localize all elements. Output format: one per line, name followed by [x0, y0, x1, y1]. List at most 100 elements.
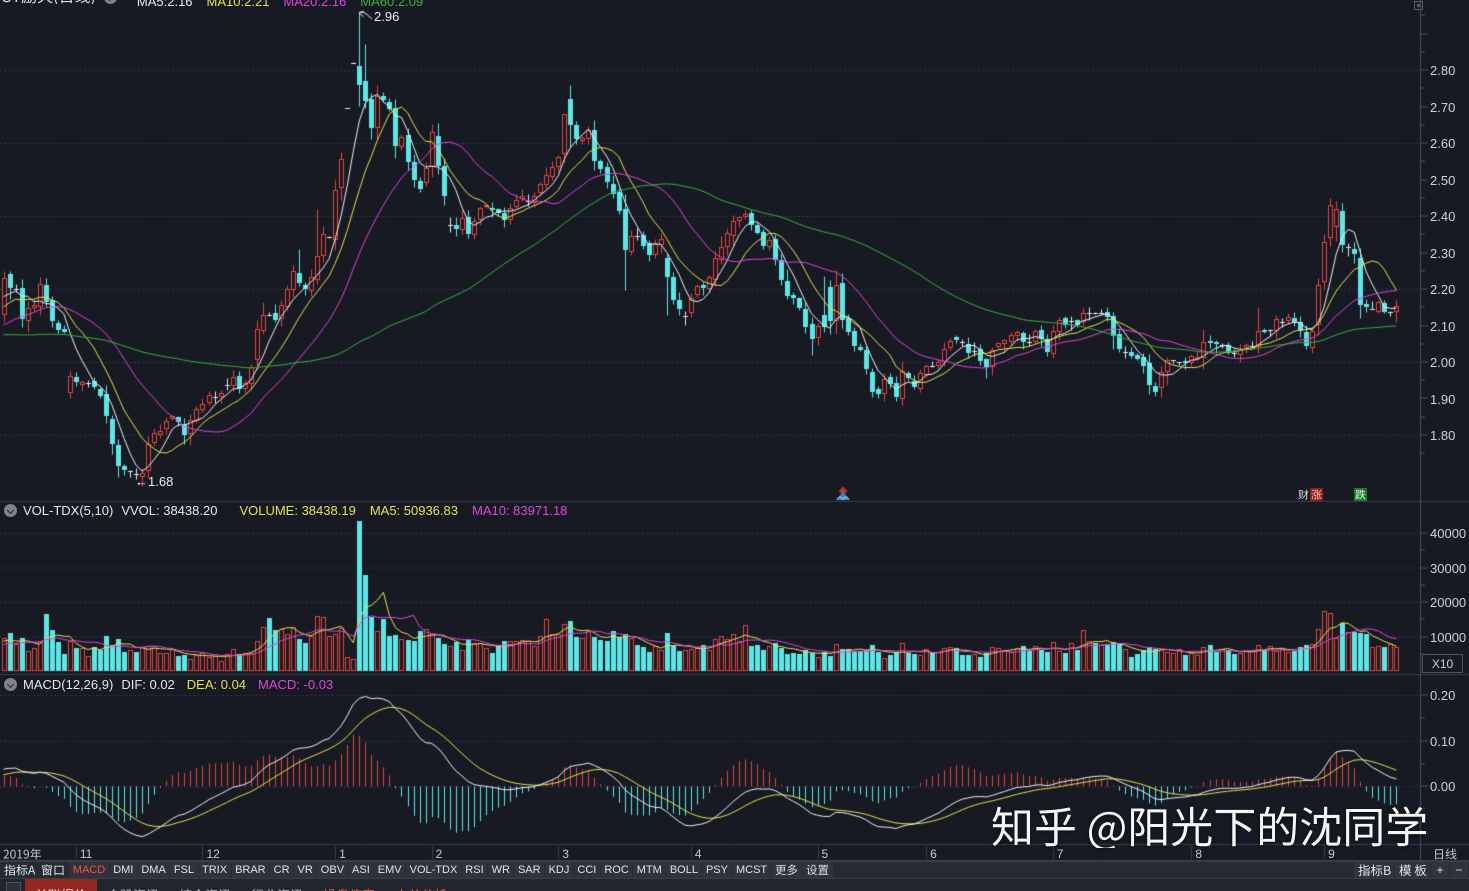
price-axis-label: 2.10 — [1430, 318, 1456, 334]
bottom-tab-3[interactable]: 行业资讯 — [241, 879, 313, 891]
price-axis-label: 2.40 — [1430, 209, 1456, 224]
volume-axis-label: 10000 — [1430, 629, 1467, 645]
volume-ma5-readout: MA5: 50936.83 — [369, 503, 458, 518]
moban-glyph — [1399, 864, 1427, 876]
menu-button-指标B[interactable] — [1354, 862, 1395, 878]
menu-item-sar[interactable]: SAR — [514, 862, 545, 878]
axis-corner-icon[interactable] — [1414, 1, 1423, 10]
volume-axis-label: 30000 — [1430, 560, 1467, 576]
menu-item-vr[interactable]: VR — [294, 862, 317, 878]
menu-item-emv[interactable]: EMV — [374, 862, 406, 878]
peak-price-annotation: 2.96 — [374, 9, 400, 24]
candlestick-chart-canvas — [0, 0, 1469, 861]
price-axis-label: 2.60 — [1430, 136, 1456, 151]
bottom-tab-4[interactable]: 操盘传奇 — [313, 879, 385, 891]
month-label: 5 — [821, 847, 829, 861]
month-label: 1 — [339, 847, 346, 861]
month-label: 3 — [562, 847, 569, 861]
month-label: 12 — [206, 847, 220, 861]
month-label: 2 — [435, 847, 443, 861]
menu-item-wr[interactable]: WR — [488, 862, 514, 878]
ma-readout-0: MA5:2.16 — [136, 0, 193, 9]
menu-item-kdj[interactable]: KDJ — [545, 862, 573, 878]
collapse-main-icon[interactable] — [103, 0, 117, 4]
rise-badge[interactable] — [1310, 488, 1323, 501]
menu-button-collapse[interactable]: − — [1450, 862, 1468, 878]
zhibiaoA-glyph — [4, 864, 36, 876]
dea-readout: DEA: 0.04 — [186, 677, 247, 692]
menu-item-psy[interactable]: PSY — [702, 862, 732, 878]
menu-item-asi[interactable]: ASI — [348, 862, 374, 878]
rixian-glyph — [1435, 848, 1457, 860]
price-axis-label: 2.70 — [1430, 99, 1456, 115]
menu-item-roc[interactable]: ROC — [600, 862, 633, 878]
menu-label-indicator-a[interactable] — [0, 862, 39, 878]
macd-axis-label: 0.10 — [1430, 733, 1456, 749]
fall-badge[interactable] — [1354, 488, 1367, 501]
menu-item-mtm[interactable]: MTM — [633, 862, 666, 878]
price-axis-label: 1.90 — [1430, 391, 1456, 407]
menu-button-模 板[interactable] — [1395, 862, 1430, 878]
menu-item-obv[interactable]: OBV — [317, 862, 348, 878]
menu-item-cr[interactable]: CR — [270, 862, 294, 878]
menu-item-vol-tdx[interactable]: VOL-TDX — [406, 862, 461, 878]
month-label: 4 — [694, 847, 702, 861]
volume-pane-header: VOL-TDX(5,10) VVOL: 38438.20 VOLUME: 384… — [4, 503, 567, 518]
ma-readouts: MA5:2.16 MA10:2.21 MA20:2.16 MA60:2.09 — [123, 0, 423, 9]
menu-item-mcst[interactable]: MCST — [732, 862, 771, 878]
volume-ma10-readout: MA10: 83971.18 — [472, 503, 568, 518]
menu-item-dma[interactable]: DMA — [137, 862, 170, 878]
price-axis-label: 1.80 — [1430, 428, 1456, 443]
dif-readout: DIF: 0.02 — [121, 677, 175, 692]
month-label: 11 — [79, 847, 93, 861]
month-label: 8 — [1195, 847, 1203, 861]
stock-title — [2, 0, 96, 9]
price-axis-label: 2.50 — [1430, 172, 1456, 188]
menu-item-trix[interactable]: TRIX — [198, 862, 231, 878]
menu-item-fsl[interactable]: FSL — [170, 862, 198, 878]
bottom-tabs: 关联报价个股资讯综合资讯行业资讯操盘传奇大单分析 — [25, 879, 457, 891]
volume-unit-label: X10 — [1422, 654, 1463, 673]
nian2019-glyph — [3, 848, 42, 860]
collapse-macd-icon[interactable] — [4, 678, 17, 691]
volume-indicator-name: VOL-TDX(5,10) — [23, 503, 114, 518]
menu-item-rsi[interactable]: RSI — [461, 862, 488, 878]
volume-axis-label: 40000 — [1430, 526, 1467, 541]
menu-right-buttons: + − — [1354, 862, 1469, 878]
low-price-annotation: ←1.68 — [135, 474, 174, 489]
price-axis-label: 2.30 — [1430, 245, 1456, 261]
collapse-volume-icon[interactable] — [4, 504, 17, 517]
macd-pane-header: MACD(12,26,9) DIF: 0.02 DEA: 0.04 MACD: … — [4, 677, 333, 692]
macd-axis-label: 0.20 — [1430, 688, 1456, 703]
menu-item-dmi[interactable]: DMI — [109, 862, 137, 878]
menu-item-更多[interactable] — [771, 862, 802, 878]
bottom-tab-0[interactable]: 关联报价 — [25, 879, 98, 891]
watermark-glyph — [992, 806, 1426, 848]
shezhi-glyph — [806, 864, 829, 876]
price-axis-label: 2.80 — [1430, 63, 1456, 78]
indicator-menu-bar: MACD DMI DMA FSL TRIX BRAR CR VR OBV ASI EMV VOL-TD… — [0, 861, 1469, 878]
period-label[interactable] — [1433, 848, 1457, 862]
volume-axis-label: 20000 — [1430, 595, 1467, 610]
menu-item-cci[interactable]: CCI — [573, 862, 600, 878]
chuangkou-glyph — [42, 864, 64, 876]
year-label — [3, 848, 42, 862]
menu-label-window[interactable] — [39, 862, 69, 878]
bottom-list-icon[interactable] — [6, 882, 21, 891]
bottom-tab-2[interactable]: 综合资讯 — [169, 879, 241, 891]
macd-readout: MACD: -0.03 — [258, 677, 334, 692]
volume-readout: VOLUME: 38438.19 — [239, 503, 356, 518]
menu-item-macd[interactable]: MACD — [69, 862, 109, 878]
bottom-tab-5[interactable]: 大单分析 — [385, 879, 457, 891]
bottom-tab-1[interactable]: 个股资讯 — [97, 879, 169, 891]
menu-item-设置[interactable] — [802, 862, 833, 878]
menu-item-brar[interactable]: BRAR — [231, 862, 270, 878]
bottom-tab-bar: 关联报价个股资讯综合资讯行业资讯操盘传奇大单分析 — [0, 878, 1469, 891]
macd-indicator-name: MACD(12,26,9) — [23, 677, 114, 692]
menu-button-add[interactable]: + — [1431, 862, 1449, 878]
month-label: 7 — [1056, 847, 1064, 861]
title-glyph — [2, 0, 95, 4]
menu-item-boll[interactable]: BOLL — [666, 862, 702, 878]
ma-readout-1: MA10:2.21 — [206, 0, 270, 9]
